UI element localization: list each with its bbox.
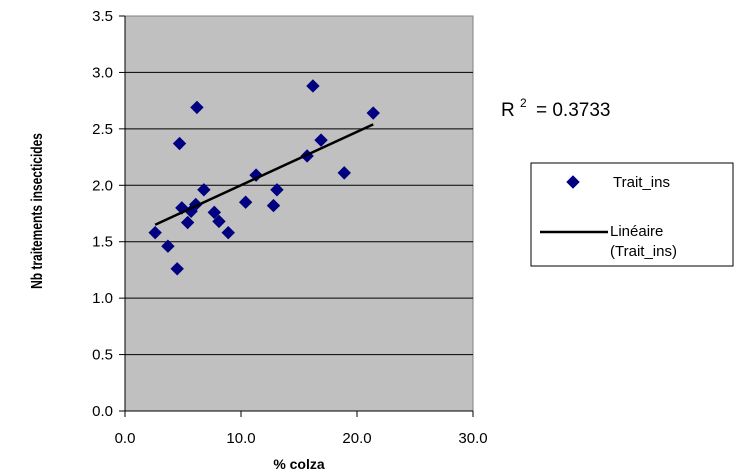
gridlines — [125, 71, 473, 356]
x-tick-labels: 0.0 10.0 20.0 30.0 — [115, 430, 488, 447]
data-point — [148, 225, 162, 240]
y-tick-label: 3.0 — [92, 64, 113, 81]
data-point — [221, 225, 235, 240]
data-point — [314, 133, 328, 147]
data-point — [180, 215, 195, 230]
trendline — [154, 123, 374, 226]
x-axis-title: % colza — [273, 456, 325, 472]
x-tick-label: 30.0 — [458, 430, 487, 447]
legend-marker-trait-ins — [566, 175, 580, 189]
y-tick-label: 0.5 — [92, 347, 113, 364]
x-tick-label: 0.0 — [115, 430, 136, 447]
data-point — [190, 100, 204, 115]
data-point — [238, 195, 253, 209]
data-point — [337, 166, 351, 180]
legend-label-trendline-line1: Linéaire — [610, 223, 663, 240]
data-point — [161, 239, 175, 253]
data-point — [212, 214, 226, 229]
x-tick-label: 10.0 — [226, 430, 255, 447]
data-point — [266, 198, 281, 213]
y-tick-label: 0.0 — [92, 403, 113, 420]
axes — [119, 15, 474, 417]
trendline-group — [154, 123, 374, 226]
x-tick-label: 20.0 — [342, 430, 371, 447]
data-point — [197, 183, 211, 197]
data-point — [306, 79, 320, 93]
r-squared-superscript: 2 — [520, 96, 527, 110]
y-tick-label: 1.0 — [92, 290, 113, 307]
data-point — [172, 136, 187, 151]
y-tick-label: 2.0 — [92, 177, 113, 194]
y-axis-title: Nb traitements insecticides — [27, 133, 45, 289]
y-tick-label: 3.5 — [92, 8, 113, 25]
y-tick-label: 1.5 — [92, 234, 113, 251]
legend-label-trait-ins: Trait_ins — [613, 174, 670, 191]
y-tick-labels: 0.0 0.5 1.0 1.5 2.0 2.5 3.0 3.5 — [92, 8, 113, 420]
r-squared-label: R 2 = 0.3733 — [501, 91, 610, 121]
legend-label-trendline-line2: (Trait_ins) — [610, 243, 677, 260]
r-squared-value: = 0.3733 — [536, 100, 611, 121]
plot-area — [124, 15, 474, 412]
data-point — [207, 205, 222, 220]
r-squared-base: R — [501, 100, 515, 121]
data-point — [170, 262, 184, 276]
data-point — [366, 106, 380, 120]
data-point — [270, 183, 284, 197]
legend: Trait_ins Linéaire (Trait_ins) — [530, 162, 734, 267]
legend-box — [530, 162, 734, 267]
y-tick-label: 2.5 — [92, 121, 113, 138]
